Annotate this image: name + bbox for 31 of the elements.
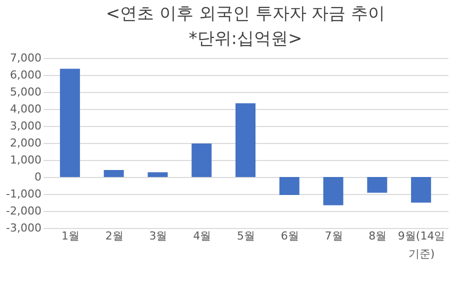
bar	[104, 170, 124, 177]
bar	[411, 177, 432, 203]
bar	[323, 177, 344, 206]
x-tick-label: 8월	[368, 230, 387, 242]
bar	[279, 177, 300, 196]
y-tick-label: -2,000	[6, 204, 42, 218]
chart-title: <연초 이후 외국인 투자자 자금 추이	[106, 4, 386, 24]
bar	[236, 103, 256, 177]
y-tick-label: 5,000	[10, 86, 42, 98]
x-tick-label: 6월	[280, 230, 299, 242]
y-tick-label: 6,000	[10, 68, 42, 82]
bar	[192, 144, 212, 177]
y-tick-label: 3,000	[10, 120, 42, 132]
x-tick-label: 7월	[324, 230, 343, 242]
x-tick-label: 5월	[237, 230, 255, 242]
bar	[367, 177, 388, 193]
bar	[148, 172, 168, 177]
x-tick-label: 9월(14일 기준)	[398, 230, 446, 260]
y-tick-label: 4,000	[10, 102, 42, 116]
x-tick-label: 3월	[149, 230, 168, 242]
y-tick-label: 7,000	[10, 52, 42, 64]
y-tick-label: 2,000	[10, 136, 42, 150]
y-tick-label: -1,000	[6, 188, 42, 200]
chart-subtitle: *단위:십억원>	[188, 29, 302, 49]
y-tick-label: -3,000	[6, 222, 42, 234]
bar	[60, 68, 80, 177]
y-tick-label: 1,000	[10, 154, 42, 166]
x-tick-label: 1월	[61, 230, 80, 242]
x-tick-label: 2월	[105, 230, 124, 242]
x-tick-label: 4월	[193, 230, 212, 242]
y-tick-label: 0	[34, 170, 42, 184]
